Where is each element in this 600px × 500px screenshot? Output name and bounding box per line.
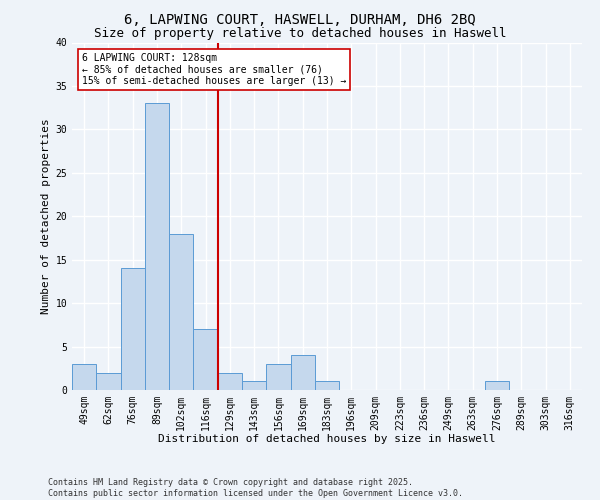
Bar (169, 234, 193, 390)
Text: Size of property relative to detached houses in Haswell: Size of property relative to detached ho… (94, 28, 506, 40)
Y-axis label: Number of detached properties: Number of detached properties (41, 118, 51, 314)
Bar (121, 268, 145, 390)
Bar (145, 104, 169, 390)
Bar (218, 372, 242, 390)
Bar (96, 372, 121, 390)
Bar (72, 364, 96, 390)
Bar (193, 329, 218, 390)
Bar (315, 382, 339, 390)
Bar (485, 382, 509, 390)
Bar (266, 364, 290, 390)
Text: Contains HM Land Registry data © Crown copyright and database right 2025.
Contai: Contains HM Land Registry data © Crown c… (48, 478, 463, 498)
Text: 6, LAPWING COURT, HASWELL, DURHAM, DH6 2BQ: 6, LAPWING COURT, HASWELL, DURHAM, DH6 2… (124, 12, 476, 26)
Bar (242, 382, 266, 390)
Bar (290, 355, 315, 390)
X-axis label: Distribution of detached houses by size in Haswell: Distribution of detached houses by size … (158, 434, 496, 444)
Text: 6 LAPWING COURT: 128sqm
← 85% of detached houses are smaller (76)
15% of semi-de: 6 LAPWING COURT: 128sqm ← 85% of detache… (82, 53, 347, 86)
